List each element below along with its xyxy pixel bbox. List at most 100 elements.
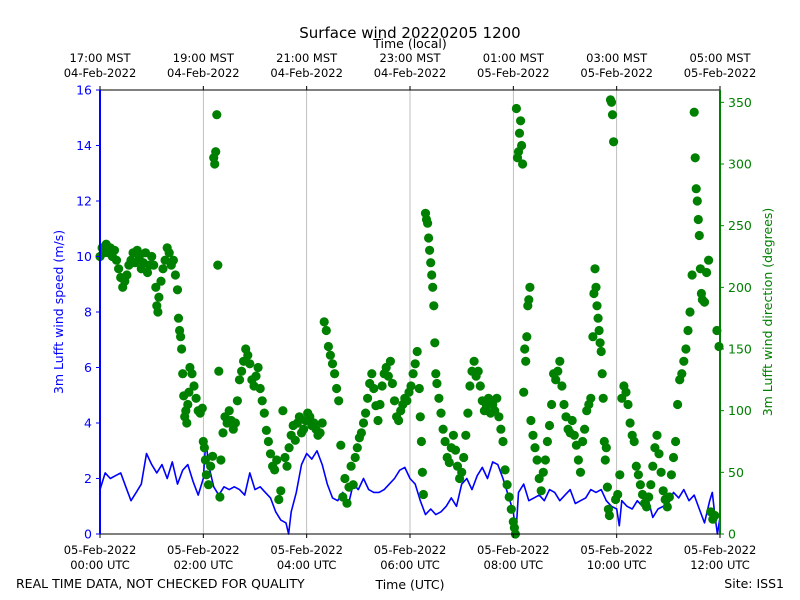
wind-direction-point: [428, 282, 438, 292]
bottom-tick-label: 12:00 UTC: [690, 558, 750, 572]
wind-direction-point: [710, 510, 720, 521]
wind-direction-point: [232, 396, 242, 406]
wind-direction-point: [591, 282, 601, 292]
wind-direction-point: [361, 408, 371, 418]
wind-direction-point: [356, 428, 366, 438]
wind-direction-point: [156, 276, 166, 286]
wind-direction-point: [111, 255, 122, 265]
wind-direction-point: [592, 301, 602, 311]
wind-direction-point: [666, 470, 677, 480]
wind-direction-point: [257, 396, 267, 406]
wind-direction-point: [109, 245, 120, 255]
left-tick-label: 12: [76, 194, 92, 209]
wind-direction-point: [427, 270, 437, 280]
wind-direction-point: [542, 436, 553, 447]
wind-direction-point: [191, 393, 201, 403]
wind-direction-point: [679, 356, 689, 366]
wind-direction-point: [284, 443, 294, 453]
wind-direction-point: [518, 159, 528, 169]
wind-direction-point: [216, 455, 226, 465]
wind-direction-point: [631, 461, 641, 471]
right-tick-label: 0: [728, 527, 736, 542]
wind-direction-point: [699, 297, 710, 307]
wind-direction-point: [597, 369, 607, 379]
wind-direction-point: [299, 424, 309, 434]
wind-direction-point: [671, 436, 681, 447]
wind-direction-point: [154, 292, 164, 302]
wind-direction-point: [352, 443, 362, 453]
wind-direction-point: [555, 356, 565, 366]
left-tick-label: 0: [84, 527, 92, 542]
wind-direction-series: [95, 95, 724, 539]
wind-direction-point: [673, 399, 683, 410]
wind-direction-point: [245, 359, 255, 369]
wind-direction-point: [646, 480, 656, 490]
wind-direction-point: [410, 359, 420, 369]
wind-direction-point: [498, 436, 508, 447]
wind-direction-point: [367, 369, 377, 379]
top-tick-label: 04-Feb-2022: [270, 66, 343, 80]
wind-direction-point: [184, 387, 194, 397]
wind-direction-point: [327, 359, 338, 369]
left-tick-label: 14: [76, 138, 92, 153]
wind-direction-point: [197, 403, 207, 413]
wind-direction-point: [363, 393, 373, 403]
bottom-tick-label: 08:00 UTC: [484, 558, 544, 572]
wind-direction-point: [532, 455, 542, 465]
wind-direction-point: [573, 455, 584, 465]
wind-direction-point: [553, 366, 563, 376]
wind-direction-point: [429, 301, 439, 311]
wind-direction-point: [601, 443, 611, 453]
bottom-axis-label: Time (UTC): [374, 577, 444, 592]
wind-direction-point: [567, 415, 577, 426]
wind-direction-point: [424, 233, 434, 243]
wind-direction-point: [210, 159, 220, 169]
wind-direction-point: [540, 455, 551, 465]
wind-direction-point: [375, 399, 385, 410]
wind-direction-point: [692, 196, 702, 206]
wind-direction-point: [416, 436, 426, 447]
wind-direction-point: [519, 387, 529, 397]
wind-direction-point: [461, 430, 471, 440]
wind-direction-point: [408, 369, 418, 379]
bottom-tick-label: 05-Feb-2022: [374, 543, 447, 557]
wind-direction-point: [538, 467, 548, 477]
wind-direction-point: [224, 406, 234, 416]
wind-direction-point: [677, 369, 687, 379]
wind-direction-point: [243, 350, 253, 360]
right-tick-label: 200: [728, 280, 752, 295]
wind-direction-point: [521, 356, 531, 366]
wind-direction-point: [334, 396, 344, 406]
wind-direction-point: [635, 480, 646, 490]
wind-direction-point: [394, 415, 404, 426]
wind-direction-point: [492, 393, 502, 403]
wind-direction-point: [633, 470, 644, 480]
left-tick-label: 2: [84, 471, 92, 486]
wind-direction-point: [199, 443, 209, 453]
wind-direction-point: [272, 455, 282, 465]
wind-direction-point: [189, 381, 199, 391]
wind-direction-point: [187, 369, 197, 379]
wind-direction-point: [681, 344, 691, 354]
wind-direction-point: [588, 332, 598, 342]
wind-direction-point: [514, 128, 525, 138]
wind-direction-point: [212, 110, 222, 120]
wind-direction-point: [594, 325, 604, 336]
wind-direction-point: [438, 424, 448, 434]
wind-direction-point: [385, 356, 395, 366]
wind-direction-point: [662, 502, 672, 512]
wind-direction-point: [373, 415, 383, 426]
bottom-tick-label: 05-Feb-2022: [167, 543, 240, 557]
wind-direction-point: [530, 443, 540, 453]
wind-direction-point: [234, 375, 245, 385]
wind-direction-point: [218, 428, 228, 438]
wind-direction-point: [440, 436, 450, 447]
wind-direction-point: [182, 418, 192, 428]
wind-direction-point: [615, 470, 625, 480]
site-label: Site: ISS1: [724, 576, 784, 591]
wind-direction-point: [522, 332, 532, 342]
wind-direction-point: [142, 267, 153, 278]
wind-direction-point: [414, 383, 424, 394]
wind-direction-point: [160, 255, 170, 265]
wind-direction-point: [164, 248, 174, 258]
